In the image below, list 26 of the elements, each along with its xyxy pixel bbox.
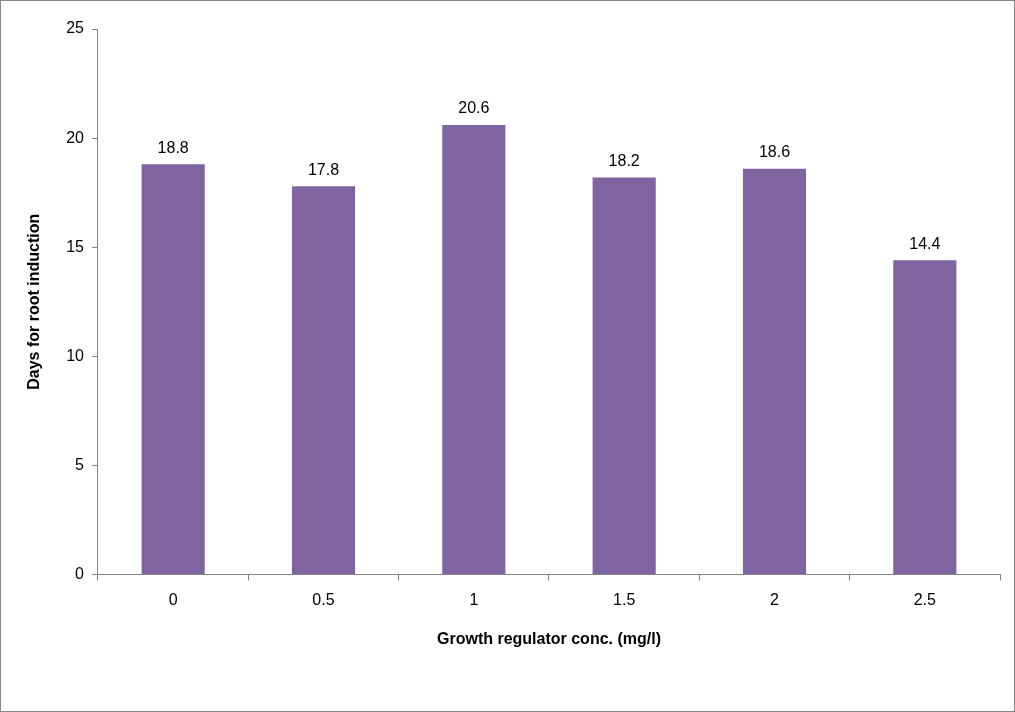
- x-tick-label: 2: [770, 590, 780, 608]
- y-tick-label: 20: [66, 128, 85, 146]
- data-label: 14.4: [909, 234, 941, 252]
- data-label: 20.6: [458, 99, 490, 117]
- bar: [141, 164, 205, 575]
- bar: [742, 168, 807, 575]
- y-axis-title: Days for root induction: [25, 213, 43, 390]
- bar: [291, 186, 356, 575]
- y-tick-label: 10: [66, 346, 85, 364]
- y-tick-label: 25: [66, 19, 85, 37]
- x-tick-label: 1.5: [613, 590, 636, 608]
- y-tick-label: 15: [66, 237, 85, 255]
- x-tick-label: 0.5: [312, 590, 335, 608]
- bar: [442, 125, 506, 575]
- bar: [893, 260, 957, 575]
- data-label: 18.8: [157, 138, 189, 156]
- y-tick-label: 5: [75, 455, 85, 473]
- data-label: 17.8: [307, 160, 340, 178]
- x-tick-label: 1: [469, 590, 479, 608]
- x-tick-label: 0: [168, 590, 178, 608]
- data-label: 18.6: [758, 143, 791, 161]
- y-tick-label: 0: [75, 565, 85, 583]
- data-label: 18.2: [608, 151, 640, 169]
- x-axis-title: Growth regulator conc. (mg/l): [436, 629, 662, 647]
- x-tick-label: 2.5: [913, 590, 937, 608]
- bar: [592, 177, 656, 575]
